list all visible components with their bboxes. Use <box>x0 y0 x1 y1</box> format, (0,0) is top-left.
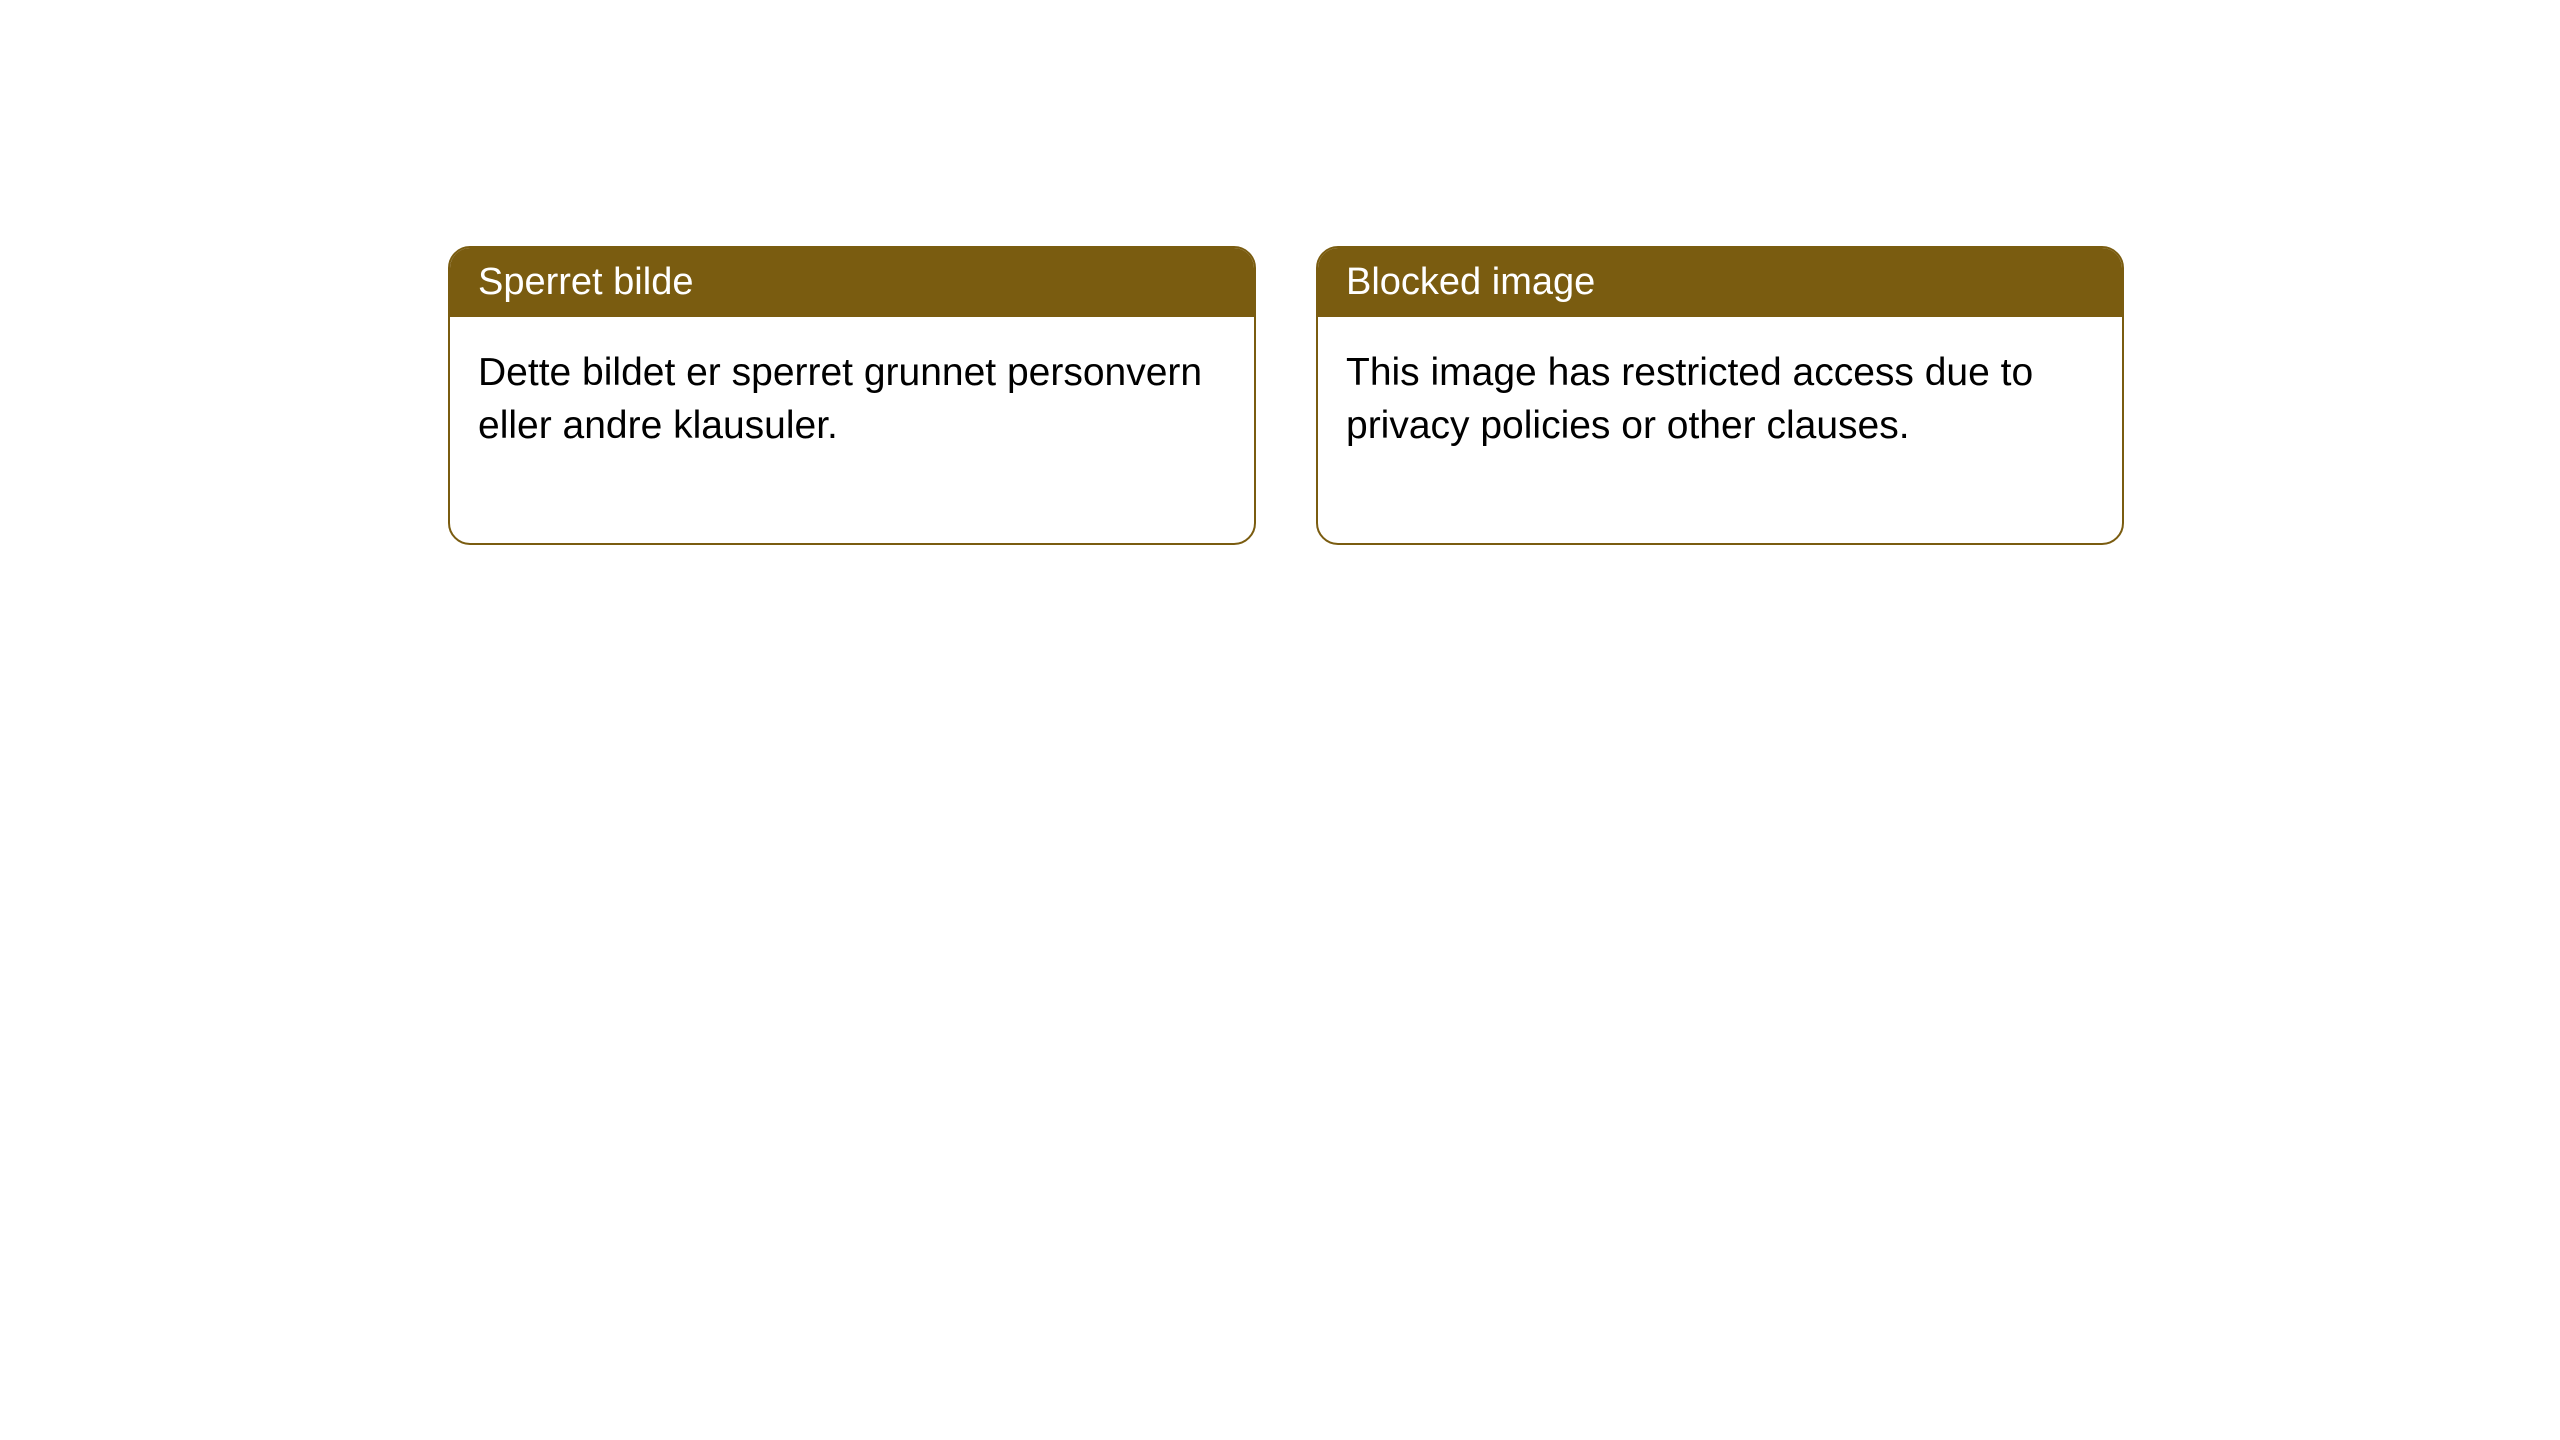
notice-body-norwegian: Dette bildet er sperret grunnet personve… <box>450 317 1254 542</box>
notice-body-english: This image has restricted access due to … <box>1318 317 2122 542</box>
notice-header-english: Blocked image <box>1318 248 2122 317</box>
notice-container: Sperret bilde Dette bildet er sperret gr… <box>0 0 2560 545</box>
notice-header-norwegian: Sperret bilde <box>450 248 1254 317</box>
notice-box-norwegian: Sperret bilde Dette bildet er sperret gr… <box>448 246 1256 545</box>
notice-box-english: Blocked image This image has restricted … <box>1316 246 2124 545</box>
